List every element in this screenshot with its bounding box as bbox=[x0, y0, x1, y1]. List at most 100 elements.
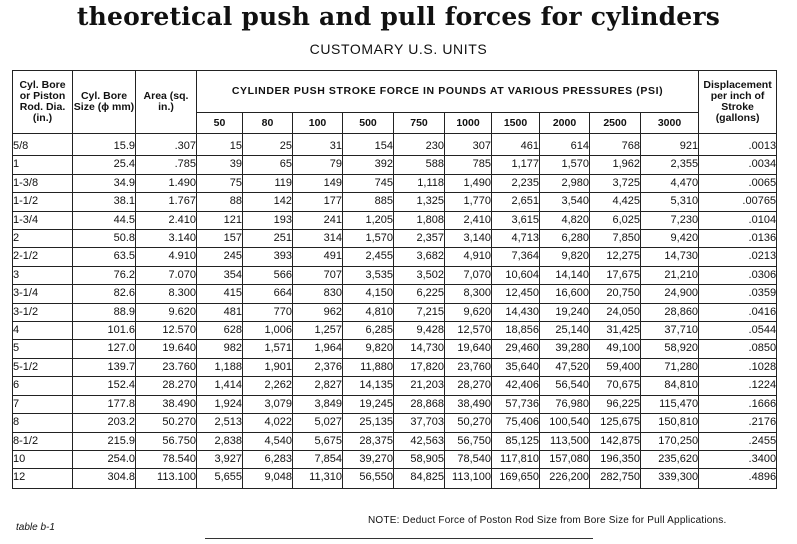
cell-force: 14,730 bbox=[393, 339, 445, 359]
cell-bore: 12 bbox=[12, 468, 73, 489]
cell-force: 31,425 bbox=[589, 321, 641, 341]
cell-force: 3,079 bbox=[242, 394, 293, 415]
header-displacement: Displacement per inch of Stroke (gallons… bbox=[698, 70, 778, 134]
cell-displacement: .1224 bbox=[698, 376, 778, 396]
cell-force: 113,500 bbox=[539, 431, 590, 451]
cell-force: 4,425 bbox=[589, 192, 641, 212]
cell-force: 307 bbox=[444, 132, 492, 157]
cell-bore-size: 139.7 bbox=[72, 357, 136, 378]
cell-force: 19,240 bbox=[539, 302, 590, 323]
cell-bore-size: 25.4 bbox=[72, 155, 136, 175]
table-row: 5/8 15.9.307 15 25 31 154 230 307 461 614 768 921.0… bbox=[12, 132, 778, 157]
cell-area: .307 bbox=[135, 132, 197, 157]
cell-bore-size: 203.2 bbox=[72, 413, 136, 433]
table-row: 1-3/8 34.9 1.490 75 119 149 745 1,118 1,490 2,235… bbox=[12, 173, 778, 194]
cell-force: 125,675 bbox=[589, 413, 641, 433]
cell-force: 339,300 bbox=[639, 468, 700, 489]
cell-force: 1,808 bbox=[393, 210, 445, 231]
cell-force: 56,540 bbox=[539, 376, 590, 396]
cell-displacement: .0306 bbox=[698, 265, 778, 286]
table-row: 1-1/2 38.1 1.767 88 142 177 885 1,325 1,770 2,651… bbox=[12, 192, 778, 212]
cell-force: 12,570 bbox=[444, 321, 492, 341]
cell-force: 76,980 bbox=[539, 394, 590, 415]
cell-bore-size: 63.5 bbox=[72, 247, 136, 267]
cell-force: 49,100 bbox=[589, 339, 641, 359]
cell-force: 70,675 bbox=[589, 376, 641, 396]
cell-force: 6,025 bbox=[589, 210, 641, 231]
divider-line bbox=[205, 538, 593, 539]
cell-force: 28,868 bbox=[393, 394, 445, 415]
cell-displacement: .0136 bbox=[698, 229, 778, 249]
forces-table: Cyl. Bore or Piston Rod. Dia. (in.) Cyl.… bbox=[12, 70, 778, 489]
cell-force: 19,245 bbox=[342, 394, 394, 415]
cell-force: 5,027 bbox=[292, 413, 343, 433]
table-row: 3-1/4 82.6 8.300 415 664 830 4,150 6,225 8,300 12… bbox=[12, 284, 778, 304]
cell-force: 10,604 bbox=[491, 265, 540, 286]
cell-force: 9,620 bbox=[444, 302, 492, 323]
document-title: theoretical push and pull forces for cyl… bbox=[76, 2, 721, 31]
cell-force: 745 bbox=[342, 173, 394, 194]
cell-bore: 3-1/4 bbox=[12, 284, 73, 304]
cell-force: 3,502 bbox=[393, 265, 445, 286]
cell-force: 7,364 bbox=[491, 247, 540, 267]
cell-displacement: .2455 bbox=[698, 431, 778, 451]
cell-force: 79 bbox=[292, 155, 343, 175]
cell-force: 150,810 bbox=[639, 413, 700, 433]
cell-bore: 2-1/2 bbox=[12, 247, 73, 267]
cell-area: 12.570 bbox=[135, 321, 197, 341]
cell-force: 14,135 bbox=[342, 376, 394, 396]
cell-force: 1,570 bbox=[342, 229, 394, 249]
cell-force: 4,910 bbox=[444, 247, 492, 267]
cell-force: 1,571 bbox=[242, 339, 293, 359]
table-row: 6 152.4 28.270 1,414 2,262 2,827 14,135 21,203 2… bbox=[12, 376, 778, 396]
cell-force: 4,810 bbox=[342, 302, 394, 323]
cell-bore-size: 254.0 bbox=[72, 449, 136, 470]
cell-force: 1,964 bbox=[292, 339, 343, 359]
cell-area: 50.270 bbox=[135, 413, 197, 433]
cell-force: 1,414 bbox=[196, 376, 243, 396]
cell-force: 5,310 bbox=[639, 192, 700, 212]
cell-force: 2,235 bbox=[491, 173, 540, 194]
cell-bore-size: 38.1 bbox=[72, 192, 136, 212]
cell-force: 1,770 bbox=[444, 192, 492, 212]
cell-area: 3.140 bbox=[135, 229, 197, 249]
cell-force: 25,140 bbox=[539, 321, 590, 341]
units-subtitle: CUSTOMARY U.S. UNITS bbox=[309, 41, 488, 57]
cell-bore-size: 44.5 bbox=[72, 210, 136, 231]
table-row: 1 25.4.785 39 65 79 392 588 785 1,177 1,570 1,962 2… bbox=[12, 155, 778, 175]
cell-bore: 6 bbox=[12, 376, 73, 396]
cell-force: 1,325 bbox=[393, 192, 445, 212]
cell-force: 193 bbox=[242, 210, 293, 231]
cell-force: 59,400 bbox=[589, 357, 641, 378]
cell-force: 115,470 bbox=[639, 394, 700, 415]
cell-force: 393 bbox=[242, 247, 293, 267]
cell-force: 3,927 bbox=[196, 449, 243, 470]
cell-force: 18,856 bbox=[491, 321, 540, 341]
cell-force: 3,140 bbox=[444, 229, 492, 249]
cell-force: 4,540 bbox=[242, 431, 293, 451]
cell-bore-size: 177.8 bbox=[72, 394, 136, 415]
cell-force: 7,230 bbox=[639, 210, 700, 231]
cell-displacement: .0104 bbox=[698, 210, 778, 231]
cell-force: 921 bbox=[639, 132, 700, 157]
cell-bore: 7 bbox=[12, 394, 73, 415]
cell-force: 14,730 bbox=[639, 247, 700, 267]
cell-force: 6,280 bbox=[539, 229, 590, 249]
cell-force: 142,875 bbox=[589, 431, 641, 451]
cell-displacement: .1666 bbox=[698, 394, 778, 415]
cell-force: 2,651 bbox=[491, 192, 540, 212]
cell-area: 38.490 bbox=[135, 394, 197, 415]
cell-force: 11,310 bbox=[292, 468, 343, 489]
cell-force: 282,750 bbox=[589, 468, 641, 489]
cell-force: 628 bbox=[196, 321, 243, 341]
cell-force: 588 bbox=[393, 155, 445, 175]
cell-force: 2,376 bbox=[292, 357, 343, 378]
cell-force: 20,750 bbox=[589, 284, 641, 304]
cell-force: 11,880 bbox=[342, 357, 394, 378]
cell-force: 23,760 bbox=[444, 357, 492, 378]
cell-force: 2,980 bbox=[539, 173, 590, 194]
cell-force: 75,406 bbox=[491, 413, 540, 433]
cell-force: 491 bbox=[292, 247, 343, 267]
table-row: 4 101.6 12.570 628 1,006 1,257 6,285 9,428 12,57… bbox=[12, 321, 778, 341]
cell-force: 2,357 bbox=[393, 229, 445, 249]
